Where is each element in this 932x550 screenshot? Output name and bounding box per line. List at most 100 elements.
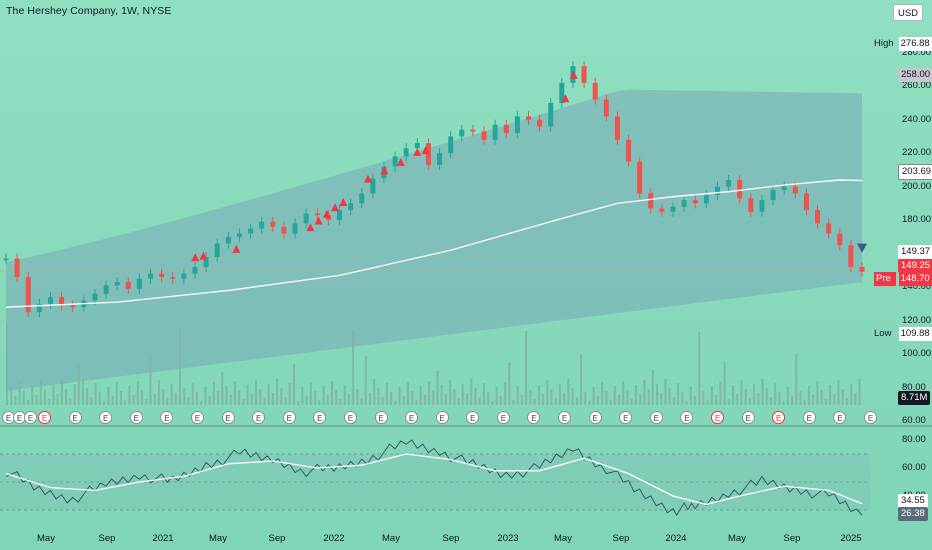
time-tick-label: 2024 [665,533,687,544]
volume-bar [436,371,439,405]
volume-bar [48,399,51,405]
earnings-icon[interactable]: E [405,411,419,424]
earnings-icon[interactable]: E [496,411,510,424]
candle-body [781,186,787,190]
volume-bar [499,396,502,405]
volume-bar [487,392,490,405]
volume-bar [385,383,388,405]
candle-body [3,258,9,261]
earnings-icon[interactable]: E [129,411,143,424]
volume-bar [592,387,595,405]
candle-body [815,210,821,224]
volume-bar [660,393,663,405]
time-tick-label: Sep [442,533,460,544]
current-price-tag: 149.25 [898,259,932,273]
volume-bar [335,390,338,405]
volume-bar [191,383,194,405]
volume-bar [60,380,63,405]
earnings-icon[interactable]: E [282,411,296,424]
candle-body [537,119,543,127]
volume-bar [803,400,806,405]
volume-bar [453,389,456,405]
volume-bar [423,395,426,405]
candle-body [559,82,565,103]
volume-bar [765,388,768,405]
volume-bar [829,385,832,405]
volume-bar [618,395,621,405]
earnings-icon[interactable]: E [864,411,877,424]
earnings-icon[interactable]: E [558,411,572,424]
volume-bar [368,393,371,405]
volume-bar [774,383,777,405]
volume-bar [221,372,224,405]
volume-bar [411,391,414,405]
volume-bar [466,393,469,405]
time-tick-label: Sep [612,533,630,544]
earnings-icon[interactable]: E [772,411,786,424]
earnings-icon[interactable]: E [802,411,816,424]
volume-bar [799,391,802,405]
volume-bar [301,387,304,405]
earnings-icon[interactable]: E [649,411,663,424]
earnings-icon[interactable]: E [160,411,174,424]
oscillator-band [0,454,870,510]
volume-bar [807,386,810,405]
time-tick-label: May [209,533,227,544]
buy-signal-triangle [339,198,348,207]
volume-bar [390,392,393,405]
volume-bar [166,398,169,405]
candle-body [514,116,520,134]
rsi-signal-line [5,453,863,506]
volume-bar [415,400,418,405]
volume-bar [98,392,101,405]
volume-bar [297,401,300,405]
earnings-icon[interactable]: E [252,411,266,424]
earnings-icon[interactable]: E [38,411,51,424]
earnings-icon[interactable]: E [374,411,388,424]
earnings-icon[interactable]: E [619,411,633,424]
volume-bar [39,381,42,405]
earnings-icon[interactable]: E [588,411,602,424]
volume-bar [736,394,739,405]
candle-body [759,200,765,212]
earnings-icon[interactable]: E [466,411,480,424]
high-label: High [874,38,894,49]
volume-bar [141,390,144,405]
earnings-icon[interactable]: E [435,411,449,424]
last-close-tag: 149.37 [898,245,932,259]
volume-bar [470,379,473,405]
low-marker: Low 109.88 [874,327,932,341]
candle-body [848,245,854,267]
earnings-icon[interactable]: E [711,411,725,424]
volume-bar [381,397,384,405]
volume-bar [837,380,840,405]
volume-bar [352,330,355,405]
earnings-icon[interactable]: E [343,411,357,424]
volume-bar [200,401,203,405]
earnings-icon[interactable]: E [527,411,541,424]
volume-bar [204,387,207,405]
earnings-icon[interactable]: E [68,411,82,424]
volume-bar [373,379,376,405]
time-tick-label: Sep [268,533,286,544]
earnings-icon[interactable]: E [99,411,113,424]
earnings-icon[interactable]: E [313,411,327,424]
candle-body [481,131,487,140]
volume-bar [293,364,296,405]
earnings-icon[interactable]: E [24,411,37,424]
earnings-icon[interactable]: E [741,411,755,424]
time-tick-label: May [554,533,572,544]
earnings-icon[interactable]: E [221,411,235,424]
currency-button[interactable]: USD [893,4,923,21]
earnings-icon[interactable]: E [833,411,847,424]
volume-bar [284,397,287,405]
price-tick-label: 240.00 [902,113,932,125]
volume-bar [233,381,236,405]
volume-bar [343,385,346,405]
volume-bar [584,392,587,405]
volume-bar [533,399,536,405]
earnings-icon[interactable]: E [680,411,694,424]
earnings-icon[interactable]: E [190,411,204,424]
upper-band-tag: 258.00 [898,68,932,82]
